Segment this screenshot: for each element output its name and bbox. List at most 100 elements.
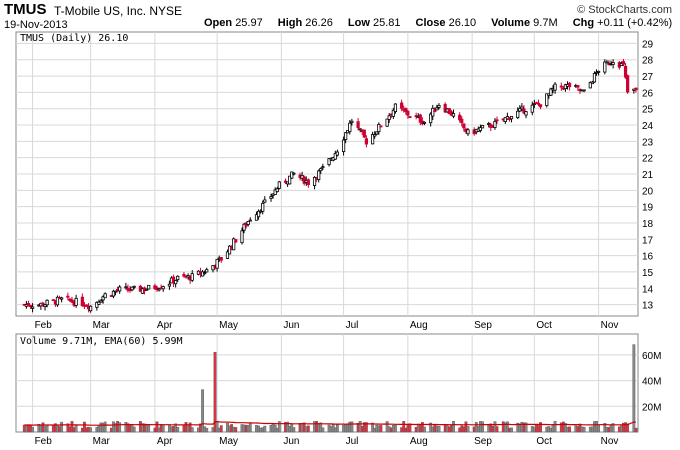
volume-bar bbox=[213, 352, 217, 433]
price-y-tick-label: 17 bbox=[642, 235, 654, 246]
volume-bar bbox=[568, 426, 571, 433]
volume-x-tick-label: May bbox=[219, 436, 238, 447]
price-x-tick-label: Sep bbox=[474, 320, 492, 331]
candle-body bbox=[171, 276, 176, 284]
volume-bar bbox=[321, 427, 325, 433]
candle-body bbox=[493, 121, 497, 128]
candle-body bbox=[487, 123, 491, 125]
candle-body bbox=[145, 288, 149, 291]
candle-body bbox=[532, 103, 536, 106]
candle-body bbox=[203, 272, 207, 275]
candle-body bbox=[385, 118, 389, 127]
candle-body bbox=[605, 61, 609, 64]
candle-body bbox=[524, 111, 528, 116]
volume-bar bbox=[539, 422, 542, 433]
volume-bar bbox=[201, 389, 204, 433]
candle-body bbox=[84, 304, 89, 307]
volume-bar bbox=[70, 421, 74, 433]
volume-bar bbox=[83, 421, 86, 433]
chart-date: 19-Nov-2013 bbox=[4, 19, 68, 31]
brand-label: © StockCharts.com bbox=[577, 4, 672, 16]
volume-value: 9.7M bbox=[533, 17, 558, 29]
volume-bar bbox=[319, 422, 323, 433]
candle-body bbox=[111, 290, 116, 297]
candle-body bbox=[130, 286, 134, 291]
candle-body bbox=[333, 153, 337, 160]
price-x-tick-label: Feb bbox=[35, 320, 53, 331]
candle-body bbox=[447, 108, 451, 115]
candle-body bbox=[234, 239, 238, 243]
candle-body bbox=[219, 257, 223, 261]
candle-body bbox=[153, 285, 157, 290]
volume-bar bbox=[263, 425, 267, 433]
candle-body bbox=[458, 114, 462, 121]
candle-body bbox=[489, 124, 493, 128]
volume-bar bbox=[364, 422, 368, 433]
candle-body bbox=[43, 304, 47, 308]
candle-body bbox=[174, 280, 178, 285]
close-label: Close bbox=[415, 17, 446, 29]
candle-body bbox=[28, 305, 33, 307]
candle-body bbox=[292, 172, 296, 175]
price-y-tick-label: 23 bbox=[642, 137, 654, 148]
volume-x-tick-label: Aug bbox=[410, 436, 428, 447]
candle-body bbox=[124, 286, 128, 289]
candle-body bbox=[254, 214, 259, 221]
candle-body bbox=[275, 188, 279, 192]
volume-x-tick-label: Feb bbox=[35, 436, 53, 447]
price-y-tick-label: 27 bbox=[642, 72, 654, 83]
price-y-tick-label: 28 bbox=[642, 56, 654, 67]
price-y-tick-label: 19 bbox=[642, 203, 654, 214]
volume-bar bbox=[437, 425, 441, 433]
candle-body bbox=[261, 202, 265, 212]
candle-body bbox=[443, 103, 447, 113]
candle-body bbox=[335, 151, 339, 156]
volume-bar bbox=[634, 427, 638, 433]
candle-body bbox=[462, 123, 466, 129]
price-y-tick-label: 24 bbox=[642, 121, 654, 132]
candle-body bbox=[538, 104, 543, 108]
candle-body bbox=[55, 296, 60, 306]
candle-body bbox=[60, 297, 64, 300]
candle-body bbox=[70, 299, 74, 303]
candle-body bbox=[227, 245, 232, 255]
candle-body bbox=[592, 73, 597, 83]
volume-bar bbox=[510, 427, 513, 433]
candle-body bbox=[611, 62, 615, 66]
candle-body bbox=[348, 122, 352, 133]
exchange-label: NYSE bbox=[149, 4, 183, 18]
volume-bar bbox=[495, 426, 499, 433]
candle-body bbox=[387, 115, 391, 120]
candle-body bbox=[103, 293, 107, 299]
candle-body bbox=[51, 299, 55, 302]
candle-body bbox=[375, 131, 379, 135]
high-value: 26.26 bbox=[305, 17, 333, 29]
candle-body bbox=[118, 286, 122, 292]
price-y-tick-label: 22 bbox=[642, 154, 654, 165]
quote-bar: Open 25.97 High 26.26 Low 25.81 Close 26… bbox=[204, 17, 680, 29]
candle-body bbox=[95, 301, 99, 308]
candle-body bbox=[317, 170, 321, 180]
candle-body bbox=[451, 113, 456, 117]
candle-body bbox=[350, 120, 354, 123]
candle-body bbox=[408, 116, 412, 119]
candle-body bbox=[582, 89, 586, 92]
price-legend: TMUS (Daily) 26.10 bbox=[20, 33, 128, 44]
price-y-tick-label: 13 bbox=[642, 301, 654, 312]
candle-body bbox=[621, 61, 626, 65]
volume-bar bbox=[45, 425, 49, 433]
candle-body bbox=[503, 117, 507, 122]
volume-y-tick-label: 40M bbox=[642, 377, 661, 388]
volume-bar bbox=[394, 425, 397, 433]
candle-body bbox=[312, 176, 317, 186]
candle-body bbox=[536, 102, 541, 105]
candle-body bbox=[393, 103, 398, 112]
price-y-tick-label: 14 bbox=[642, 284, 654, 295]
candle-body bbox=[379, 125, 383, 128]
candle-body bbox=[406, 110, 410, 116]
candle-body bbox=[157, 288, 161, 291]
price-y-tick-label: 18 bbox=[642, 219, 654, 230]
candle-body bbox=[74, 297, 78, 306]
volume-bar bbox=[306, 425, 310, 433]
volume-bar bbox=[190, 427, 194, 433]
